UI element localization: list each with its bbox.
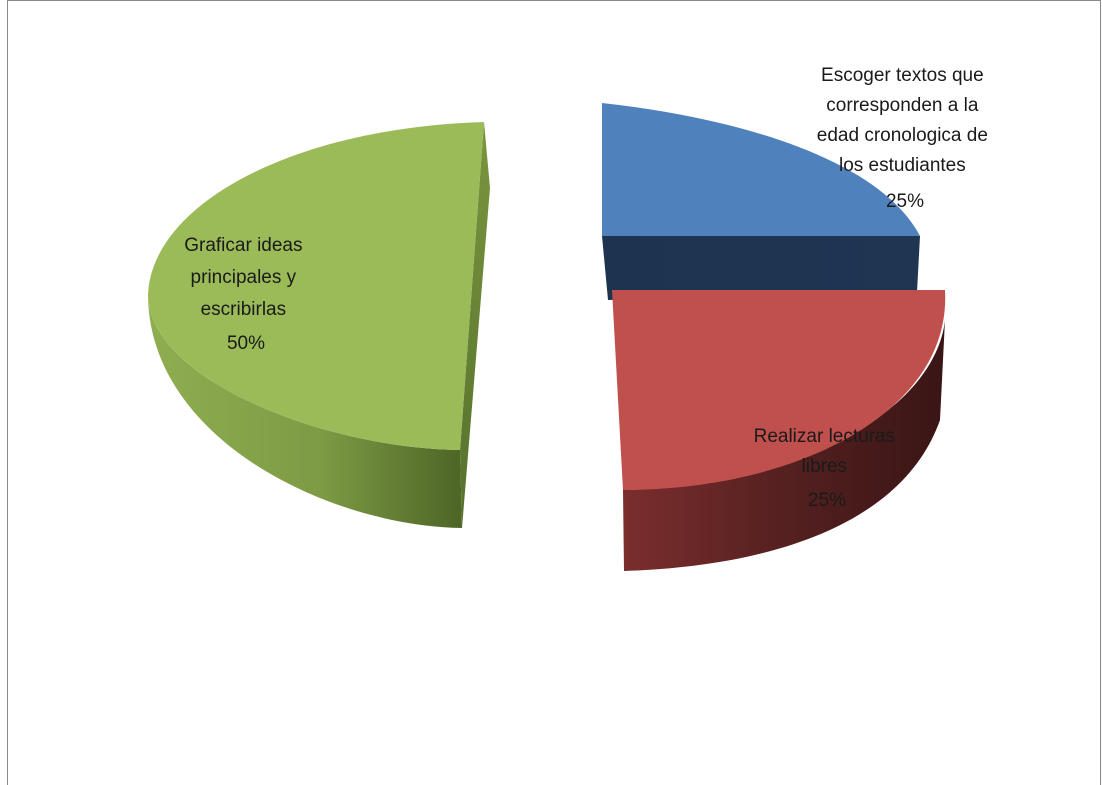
data-label-realizar-lecturas: Realizar lecturas libres 25% bbox=[754, 426, 901, 511]
pie-slice-escoger-textos bbox=[602, 103, 920, 300]
label-percent: 25% bbox=[808, 490, 846, 511]
label-line: Realizar lecturas bbox=[754, 426, 896, 447]
pie-slice-graficar-ideas bbox=[148, 122, 490, 528]
label-line: principales y bbox=[191, 267, 297, 288]
pie-slice-realizar-lecturas bbox=[612, 290, 946, 571]
label-line: corresponden a la bbox=[826, 95, 979, 116]
label-line: escribirlas bbox=[201, 299, 287, 320]
label-line: Escoger textos que bbox=[821, 65, 984, 86]
slice-edge-green bbox=[460, 122, 490, 528]
data-label-graficar-ideas: Graficar ideas principales y escribirlas… bbox=[184, 235, 308, 354]
slice-side-green bbox=[148, 296, 462, 528]
label-line: Graficar ideas bbox=[184, 235, 302, 256]
label-line: edad cronologica de bbox=[817, 125, 988, 146]
label-line: libres bbox=[802, 456, 847, 477]
slice-top-red bbox=[612, 290, 946, 490]
data-label-escoger-textos: Escoger textos que corresponden a la eda… bbox=[817, 65, 993, 212]
label-percent: 50% bbox=[227, 333, 265, 354]
slice-side-red bbox=[623, 320, 945, 571]
slice-edge-blue bbox=[602, 236, 920, 300]
label-percent: 25% bbox=[886, 191, 924, 212]
label-line: los estudiantes bbox=[839, 155, 966, 176]
slice-top-green bbox=[148, 122, 484, 450]
slice-top-blue bbox=[602, 103, 920, 236]
